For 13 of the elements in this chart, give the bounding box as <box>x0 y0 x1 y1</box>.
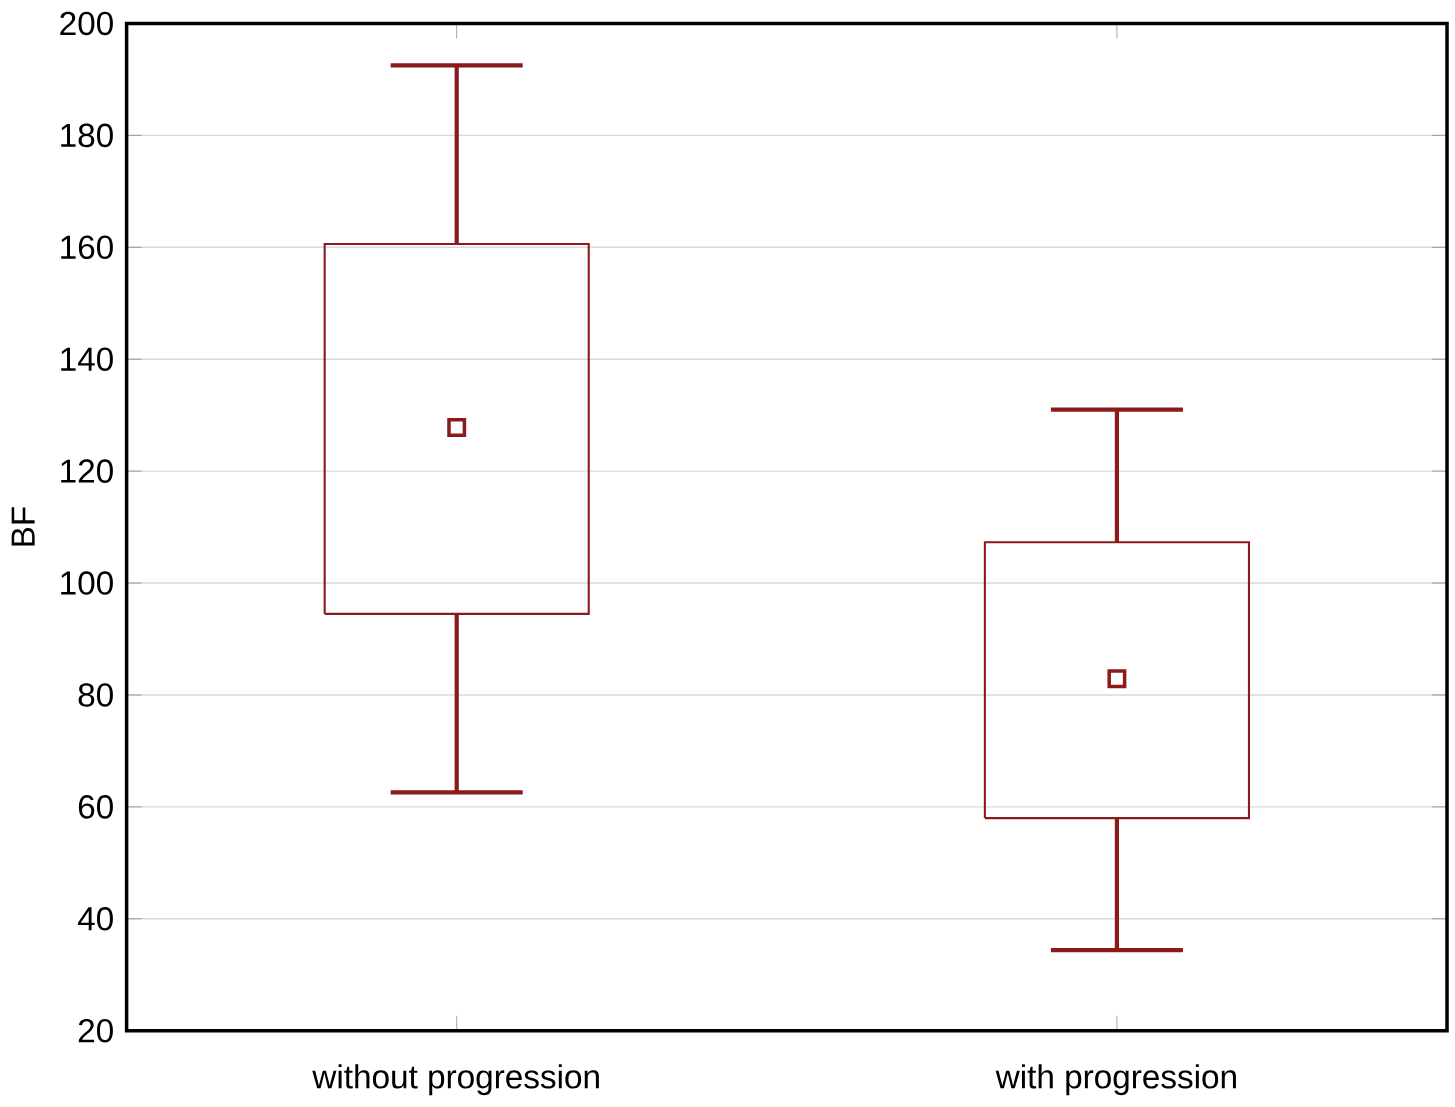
y-tick-label: 40 <box>77 907 113 931</box>
x-tick-label: with progression <box>995 1064 1236 1096</box>
y-tick-label: 200 <box>60 11 113 36</box>
y-tick-label: 140 <box>61 347 113 372</box>
y-tick-label: 60 <box>78 795 113 819</box>
y-tick-label: 20 <box>78 1019 113 1043</box>
x-tick-label: without progression <box>312 1064 599 1096</box>
y-tick-label: 180 <box>61 123 113 148</box>
y-tick-label: 120 <box>61 459 113 483</box>
y-tick-label: 100 <box>61 571 113 595</box>
y-tick-label: 80 <box>78 683 113 707</box>
y-tick-label: 160 <box>61 235 113 260</box>
y-axis-title: BF <box>11 507 35 546</box>
